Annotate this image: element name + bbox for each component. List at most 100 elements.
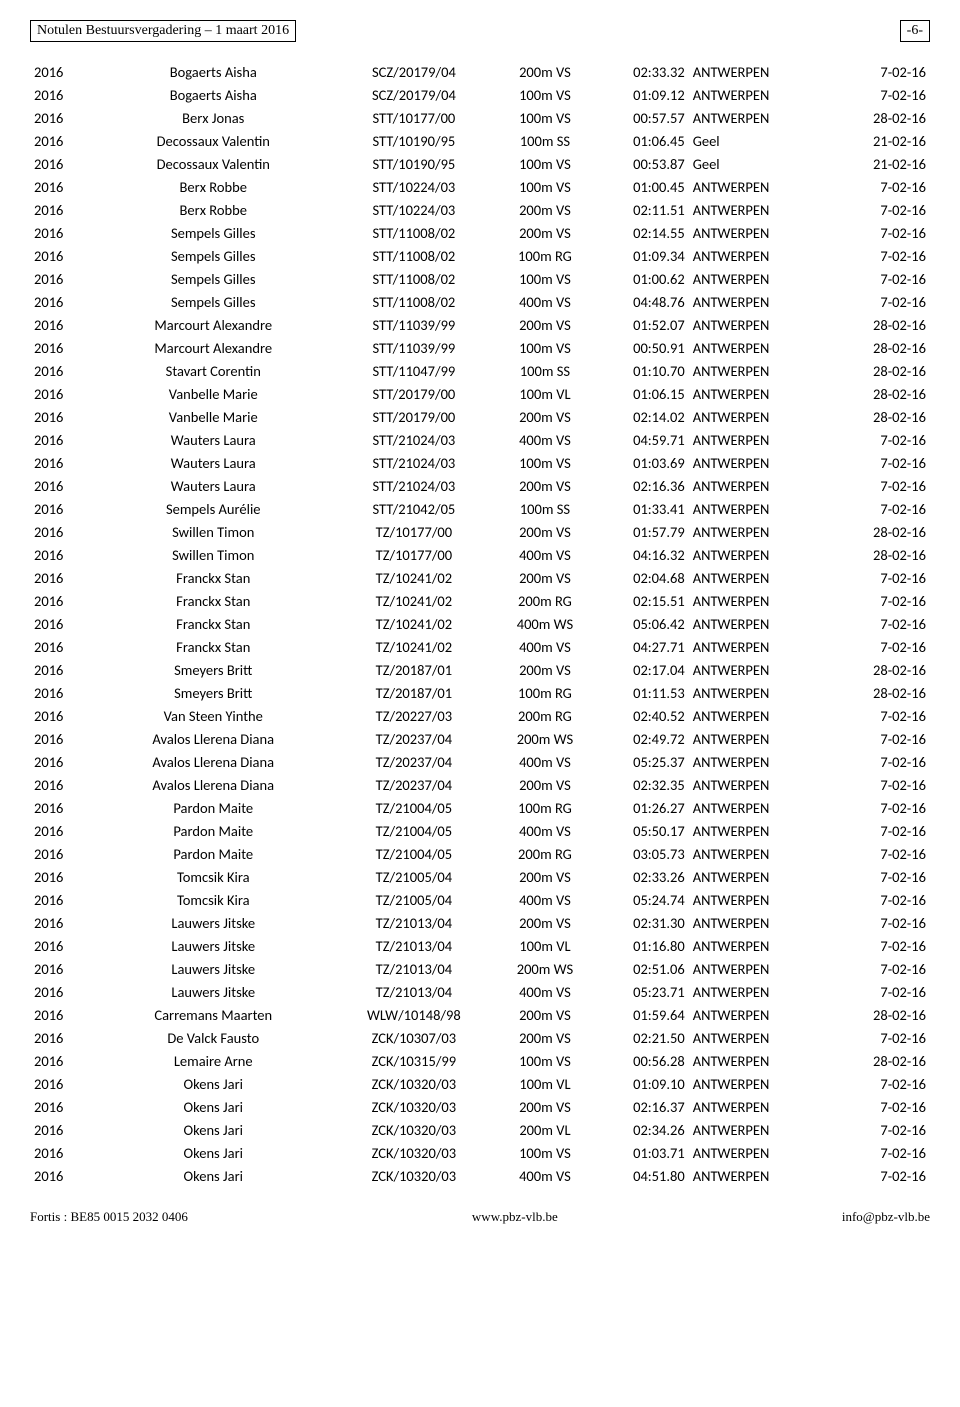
cell-code: TZ/10177/00 bbox=[334, 543, 494, 566]
cell-location: ANTWERPEN bbox=[689, 589, 826, 612]
cell-date: 7-02-16 bbox=[826, 267, 930, 290]
table-row: 2016Van Steen YintheTZ/20227/03200m RG02… bbox=[30, 704, 930, 727]
cell-event: 200m VS bbox=[494, 911, 596, 934]
cell-time: 01:00.62 bbox=[596, 267, 689, 290]
cell-time: 02:51.06 bbox=[596, 957, 689, 980]
cell-time: 01:03.69 bbox=[596, 451, 689, 474]
cell-year: 2016 bbox=[30, 957, 93, 980]
cell-time: 04:51.80 bbox=[596, 1164, 689, 1187]
cell-year: 2016 bbox=[30, 681, 93, 704]
cell-year: 2016 bbox=[30, 589, 93, 612]
cell-name: Pardon Maite bbox=[93, 819, 334, 842]
cell-name: Carremans Maarten bbox=[93, 1003, 334, 1026]
cell-event: 100m RG bbox=[494, 796, 596, 819]
cell-name: Lauwers Jitske bbox=[93, 911, 334, 934]
cell-time: 00:57.57 bbox=[596, 106, 689, 129]
cell-year: 2016 bbox=[30, 888, 93, 911]
cell-date: 28-02-16 bbox=[826, 1003, 930, 1026]
cell-time: 02:49.72 bbox=[596, 727, 689, 750]
cell-event: 200m VS bbox=[494, 221, 596, 244]
cell-year: 2016 bbox=[30, 1118, 93, 1141]
cell-date: 7-02-16 bbox=[826, 474, 930, 497]
cell-event: 200m VS bbox=[494, 520, 596, 543]
cell-year: 2016 bbox=[30, 727, 93, 750]
cell-event: 100m VL bbox=[494, 1072, 596, 1095]
footer-center: www.pbz-vlb.be bbox=[472, 1209, 558, 1225]
cell-event: 400m VS bbox=[494, 888, 596, 911]
cell-event: 200m VS bbox=[494, 1095, 596, 1118]
cell-event: 200m RG bbox=[494, 704, 596, 727]
cell-event: 100m RG bbox=[494, 244, 596, 267]
cell-location: ANTWERPEN bbox=[689, 451, 826, 474]
cell-code: STT/21042/05 bbox=[334, 497, 494, 520]
table-row: 2016Franckx StanTZ/10241/02200m VS02:04.… bbox=[30, 566, 930, 589]
cell-time: 01:10.70 bbox=[596, 359, 689, 382]
cell-date: 28-02-16 bbox=[826, 658, 930, 681]
cell-location: ANTWERPEN bbox=[689, 267, 826, 290]
cell-event: 100m VS bbox=[494, 267, 596, 290]
page-header: Notulen Bestuursvergadering – 1 maart 20… bbox=[30, 20, 930, 42]
cell-name: Avalos Llerena Diana bbox=[93, 727, 334, 750]
cell-location: Geel bbox=[689, 152, 826, 175]
table-row: 2016Vanbelle MarieSTT/20179/00100m VL01:… bbox=[30, 382, 930, 405]
table-row: 2016Decossaux ValentinSTT/10190/95100m S… bbox=[30, 129, 930, 152]
cell-name: Smeyers Britt bbox=[93, 681, 334, 704]
cell-name: Avalos Llerena Diana bbox=[93, 773, 334, 796]
cell-date: 7-02-16 bbox=[826, 1072, 930, 1095]
cell-year: 2016 bbox=[30, 566, 93, 589]
table-row: 2016Okens JariZCK/10320/03200m VL02:34.2… bbox=[30, 1118, 930, 1141]
cell-name: Wauters Laura bbox=[93, 451, 334, 474]
cell-location: ANTWERPEN bbox=[689, 635, 826, 658]
cell-date: 7-02-16 bbox=[826, 290, 930, 313]
cell-time: 00:50.91 bbox=[596, 336, 689, 359]
table-row: 2016Franckx StanTZ/10241/02400m WS05:06.… bbox=[30, 612, 930, 635]
cell-location: ANTWERPEN bbox=[689, 1072, 826, 1095]
cell-name: Vanbelle Marie bbox=[93, 405, 334, 428]
cell-time: 02:04.68 bbox=[596, 566, 689, 589]
cell-name: Okens Jari bbox=[93, 1118, 334, 1141]
cell-location: ANTWERPEN bbox=[689, 244, 826, 267]
cell-year: 2016 bbox=[30, 106, 93, 129]
cell-date: 28-02-16 bbox=[826, 1049, 930, 1072]
table-row: 2016Lauwers JitskeTZ/21013/04200m VS02:3… bbox=[30, 911, 930, 934]
cell-year: 2016 bbox=[30, 497, 93, 520]
table-row: 2016Lemaire ArneZCK/10315/99100m VS00:56… bbox=[30, 1049, 930, 1072]
cell-name: Pardon Maite bbox=[93, 796, 334, 819]
cell-date: 7-02-16 bbox=[826, 60, 930, 83]
cell-time: 05:50.17 bbox=[596, 819, 689, 842]
cell-code: STT/21024/03 bbox=[334, 451, 494, 474]
cell-date: 7-02-16 bbox=[826, 198, 930, 221]
cell-event: 100m VS bbox=[494, 1049, 596, 1072]
cell-date: 7-02-16 bbox=[826, 566, 930, 589]
cell-code: STT/10224/03 bbox=[334, 175, 494, 198]
cell-code: STT/21024/03 bbox=[334, 428, 494, 451]
cell-code: TZ/20237/04 bbox=[334, 750, 494, 773]
cell-code: TZ/10241/02 bbox=[334, 635, 494, 658]
cell-code: TZ/20187/01 bbox=[334, 681, 494, 704]
cell-event: 200m VS bbox=[494, 313, 596, 336]
cell-year: 2016 bbox=[30, 451, 93, 474]
cell-year: 2016 bbox=[30, 428, 93, 451]
cell-code: TZ/21005/04 bbox=[334, 888, 494, 911]
cell-time: 02:40.52 bbox=[596, 704, 689, 727]
cell-year: 2016 bbox=[30, 934, 93, 957]
cell-time: 05:06.42 bbox=[596, 612, 689, 635]
cell-location: ANTWERPEN bbox=[689, 681, 826, 704]
cell-time: 05:24.74 bbox=[596, 888, 689, 911]
cell-location: ANTWERPEN bbox=[689, 313, 826, 336]
cell-date: 7-02-16 bbox=[826, 819, 930, 842]
header-page-number: -6- bbox=[900, 20, 930, 42]
cell-date: 7-02-16 bbox=[826, 1164, 930, 1187]
cell-event: 100m VS bbox=[494, 152, 596, 175]
cell-name: Bogaerts Aisha bbox=[93, 83, 334, 106]
cell-time: 01:09.34 bbox=[596, 244, 689, 267]
cell-code: TZ/21013/04 bbox=[334, 980, 494, 1003]
cell-time: 04:16.32 bbox=[596, 543, 689, 566]
cell-time: 02:15.51 bbox=[596, 589, 689, 612]
cell-location: ANTWERPEN bbox=[689, 106, 826, 129]
cell-code: TZ/21004/05 bbox=[334, 796, 494, 819]
cell-code: STT/10190/95 bbox=[334, 152, 494, 175]
cell-name: Franckx Stan bbox=[93, 635, 334, 658]
cell-name: Okens Jari bbox=[93, 1072, 334, 1095]
cell-location: ANTWERPEN bbox=[689, 796, 826, 819]
